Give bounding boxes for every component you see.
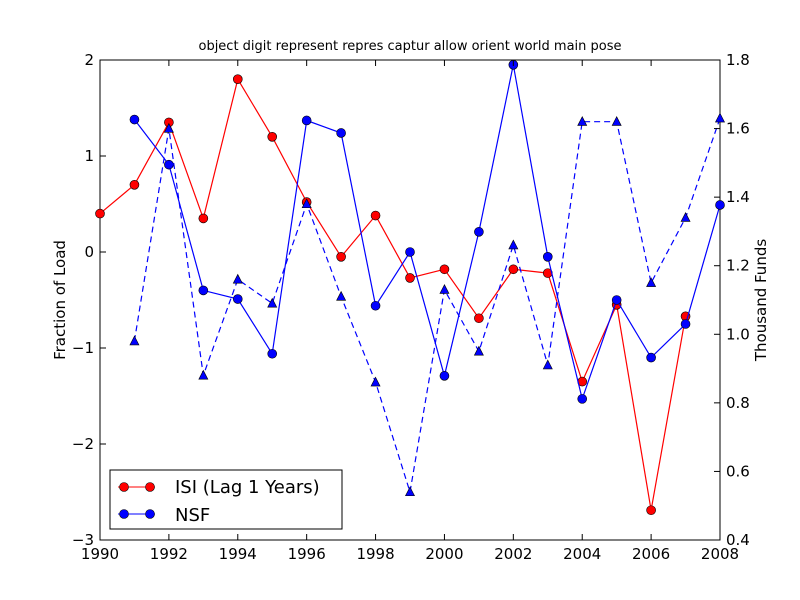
x-tick-label: 2006 xyxy=(632,545,670,563)
data-point xyxy=(646,277,657,287)
y2-tick-label: 1.2 xyxy=(726,257,750,275)
data-point xyxy=(542,359,553,370)
y-tick-label: −3 xyxy=(72,531,94,549)
y2-tick-label: 0.4 xyxy=(726,531,750,549)
data-point xyxy=(129,114,140,125)
legend-marker-nsf xyxy=(145,509,155,519)
data-point xyxy=(473,345,484,356)
y2-axis-label: Thousand Funds xyxy=(752,239,770,362)
data-point xyxy=(439,371,450,381)
x-tick-label: 1994 xyxy=(219,545,257,563)
y-tick-label: 0 xyxy=(84,243,94,261)
data-point xyxy=(370,300,381,311)
data-point xyxy=(267,348,278,359)
data-point xyxy=(164,159,174,170)
y2-tick-label: 1.8 xyxy=(726,51,750,69)
data-point xyxy=(198,369,209,380)
legend-marker-nsf xyxy=(119,509,129,519)
x-tick-label: 1990 xyxy=(81,545,119,563)
data-point xyxy=(198,213,209,224)
data-point xyxy=(611,116,622,126)
data-point xyxy=(232,294,243,304)
data-point xyxy=(508,239,519,250)
data-point xyxy=(405,486,415,497)
data-point xyxy=(439,264,450,275)
data-point xyxy=(336,290,347,301)
data-point xyxy=(646,352,656,363)
data-point xyxy=(370,376,381,387)
y-tick-label: −1 xyxy=(72,339,94,357)
data-point xyxy=(267,132,278,142)
y-tick-label: −2 xyxy=(72,435,94,453)
data-point xyxy=(232,74,243,84)
y2-tick-label: 0.8 xyxy=(726,394,750,412)
legend: ISI (Lag 1 Years) NSF xyxy=(109,469,343,530)
x-tick-label: 1998 xyxy=(356,545,394,563)
data-point xyxy=(715,112,725,123)
data-point xyxy=(715,200,725,210)
data-point xyxy=(301,115,312,126)
legend-box xyxy=(109,469,343,530)
data-point xyxy=(474,227,484,237)
legend-marker-isi xyxy=(145,482,155,492)
series-line-1 xyxy=(133,64,721,402)
data-point xyxy=(508,264,519,275)
x-tick-label: 2000 xyxy=(425,545,463,563)
chart-title: object digit represent repres captur all… xyxy=(198,39,621,54)
y2-tick-label: 1.0 xyxy=(726,325,750,343)
data-point xyxy=(680,319,691,329)
data-point xyxy=(646,505,656,516)
data-point xyxy=(336,128,346,138)
data-point xyxy=(232,273,243,284)
y-tick-label: 2 xyxy=(84,51,94,69)
series-line-2 xyxy=(133,118,721,493)
data-point xyxy=(129,180,140,190)
y2-tick-label: 0.6 xyxy=(726,462,750,480)
data-point xyxy=(301,198,312,209)
data-point xyxy=(577,394,588,404)
data-point xyxy=(474,313,484,324)
plot-area xyxy=(99,59,721,541)
y-tick-label: 1 xyxy=(84,147,94,165)
legend-marker-isi xyxy=(119,482,129,492)
data-point xyxy=(542,251,553,262)
ticks-layer: 1990 1992 1994 1996 1998 2000 2002 2004 2006 2008… xyxy=(72,51,750,563)
y-axis-label: Fraction of Load xyxy=(51,240,69,360)
data-point xyxy=(577,116,588,126)
data-point xyxy=(336,251,346,262)
data-point xyxy=(405,273,415,283)
data-point xyxy=(163,122,174,133)
legend-label-isi: ISI (Lag 1 Years) xyxy=(175,477,320,498)
data-point xyxy=(439,284,450,294)
x-tick-label: 1992 xyxy=(150,545,188,563)
data-point xyxy=(680,212,691,222)
data-point xyxy=(198,285,209,296)
legend-label-nsf: NSF xyxy=(175,505,210,526)
x-tick-label: 2008 xyxy=(701,545,739,563)
x-tick-label: 2004 xyxy=(563,545,601,563)
data-point xyxy=(129,335,140,346)
series-layer xyxy=(95,60,725,516)
y2-tick-label: 1.6 xyxy=(726,120,750,138)
data-point xyxy=(267,297,278,308)
data-point xyxy=(370,210,381,221)
series-line-0 xyxy=(99,77,687,511)
data-point xyxy=(611,295,622,305)
x-tick-label: 2002 xyxy=(494,545,532,563)
data-point xyxy=(95,208,105,219)
x-tick-label: 1996 xyxy=(288,545,326,563)
y2-tick-label: 1.4 xyxy=(726,188,750,206)
data-point xyxy=(405,247,415,257)
